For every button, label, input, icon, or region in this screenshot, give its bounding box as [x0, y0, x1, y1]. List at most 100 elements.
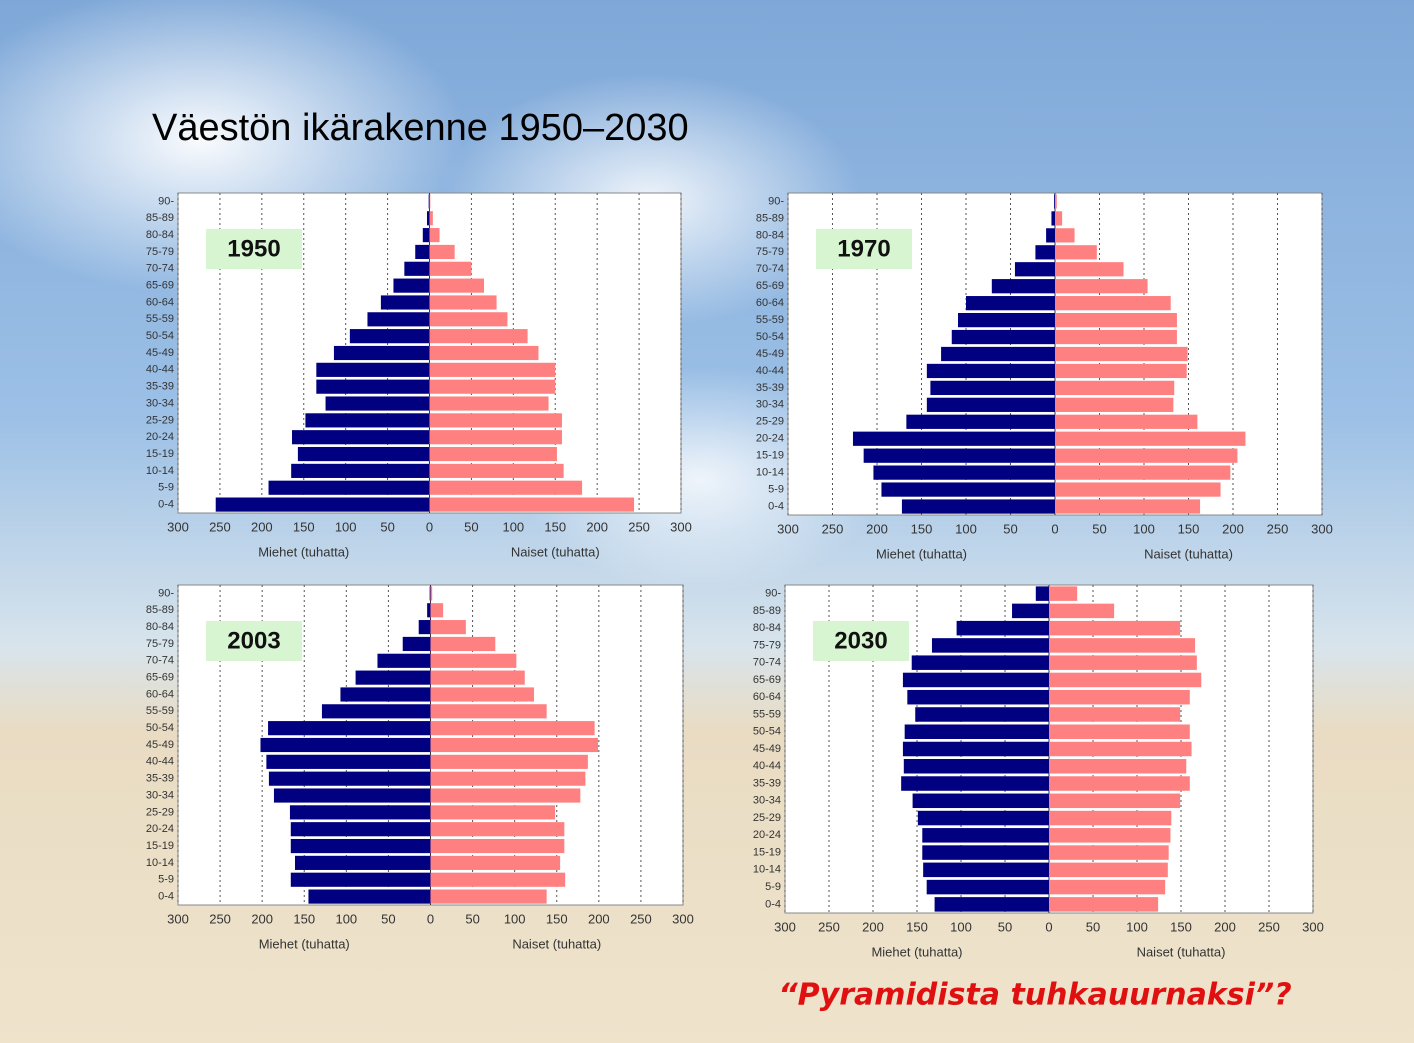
y-tick-label: 50-54 [146, 330, 174, 342]
x-tick-label: 300 [1311, 521, 1333, 536]
y-tick-label: 60-64 [756, 297, 784, 309]
bar [1049, 793, 1181, 809]
bar [1049, 638, 1196, 653]
x-tick-label: 250 [209, 911, 231, 926]
bar [430, 636, 496, 652]
bar [1049, 707, 1181, 722]
bar [294, 855, 431, 870]
bar [1055, 499, 1201, 514]
bar [1055, 346, 1188, 362]
x-tick-label: 250 [209, 519, 231, 534]
axis-label: Naiset (tuhatta) [511, 544, 600, 559]
x-tick-label: 50 [464, 519, 478, 534]
bar [430, 653, 517, 668]
bar [429, 379, 556, 394]
bar [934, 897, 1049, 912]
y-tick-label: 70-74 [753, 657, 781, 669]
bar [904, 724, 1049, 739]
bar [349, 329, 430, 344]
bar [941, 346, 1055, 362]
bar [991, 279, 1055, 294]
bar [429, 480, 583, 495]
y-tick-label: 25-29 [756, 416, 784, 428]
y-tick-label: 25-29 [753, 812, 781, 824]
x-tick-label: 250 [630, 911, 652, 926]
bar [429, 278, 484, 293]
x-tick-label: 0 [426, 519, 433, 534]
bar [268, 480, 430, 495]
x-tick-label: 200 [862, 919, 884, 934]
bar [404, 261, 430, 276]
x-tick-label: 150 [544, 519, 566, 534]
axis-label: Naiset (tuhatta) [512, 936, 601, 951]
bar [289, 805, 431, 820]
bar [305, 413, 430, 428]
bar [1055, 228, 1075, 243]
y-tick-label: 70-74 [146, 263, 174, 275]
bar [429, 261, 472, 276]
bar [429, 312, 508, 327]
x-tick-label: 300 [1302, 919, 1324, 934]
bar [292, 430, 430, 445]
bar [429, 362, 556, 377]
bar [430, 704, 547, 719]
bar [1049, 603, 1115, 619]
x-tick-label: 0 [427, 911, 434, 926]
bar [1035, 586, 1049, 601]
bar [316, 362, 430, 377]
bar [429, 244, 455, 260]
bar [926, 397, 1055, 412]
bar [426, 211, 430, 226]
bar [1049, 897, 1159, 912]
y-tick-label: 60-64 [146, 296, 174, 308]
axis-label: Miehet (tuhatta) [259, 936, 350, 951]
bar [430, 603, 444, 618]
bar [1055, 211, 1063, 226]
bar [429, 430, 562, 445]
x-tick-label: 0 [1051, 521, 1058, 536]
x-tick-label: 200 [251, 519, 273, 534]
bar [393, 278, 430, 293]
bar [902, 741, 1049, 757]
bar [956, 620, 1049, 636]
bar [355, 670, 431, 685]
x-tick-label: 50 [380, 519, 394, 534]
y-tick-label: 85-89 [146, 604, 174, 616]
bar [902, 672, 1049, 688]
bar [430, 855, 561, 870]
x-tick-label: 200 [586, 519, 608, 534]
bar [922, 845, 1049, 860]
y-tick-label: 35-39 [753, 777, 781, 789]
chart-title: 2030 [834, 627, 887, 654]
caption: “Pyramidista tuhkauurnaksi”? [778, 978, 1291, 1013]
x-tick-label: 50 [1086, 919, 1100, 934]
bar [1049, 759, 1187, 774]
bar [1049, 810, 1172, 826]
y-tick-label: 5-9 [765, 881, 781, 893]
bar [430, 822, 565, 837]
x-tick-label: 0 [1045, 919, 1052, 934]
bar [268, 771, 431, 786]
bar [911, 655, 1049, 670]
bar [1049, 741, 1192, 757]
bar [1055, 363, 1187, 379]
bar [915, 707, 1049, 722]
x-tick-label: 250 [1267, 521, 1289, 536]
y-tick-label: 30-34 [756, 399, 784, 411]
bar [1049, 724, 1190, 739]
bar [1055, 245, 1097, 260]
bar [1049, 655, 1197, 670]
y-tick-label: 40-44 [756, 365, 784, 377]
bar [290, 822, 431, 837]
bar [1049, 586, 1078, 601]
bar [429, 497, 635, 512]
bar [291, 463, 430, 478]
bar [430, 838, 565, 854]
chart-title: 2003 [227, 627, 280, 654]
bar [1049, 689, 1190, 705]
y-tick-label: 15-19 [146, 840, 174, 852]
year-box [206, 229, 302, 269]
y-tick-label: 40-44 [146, 364, 174, 376]
axis-label: Naiset (tuhatta) [1137, 944, 1226, 959]
bar [266, 754, 431, 769]
